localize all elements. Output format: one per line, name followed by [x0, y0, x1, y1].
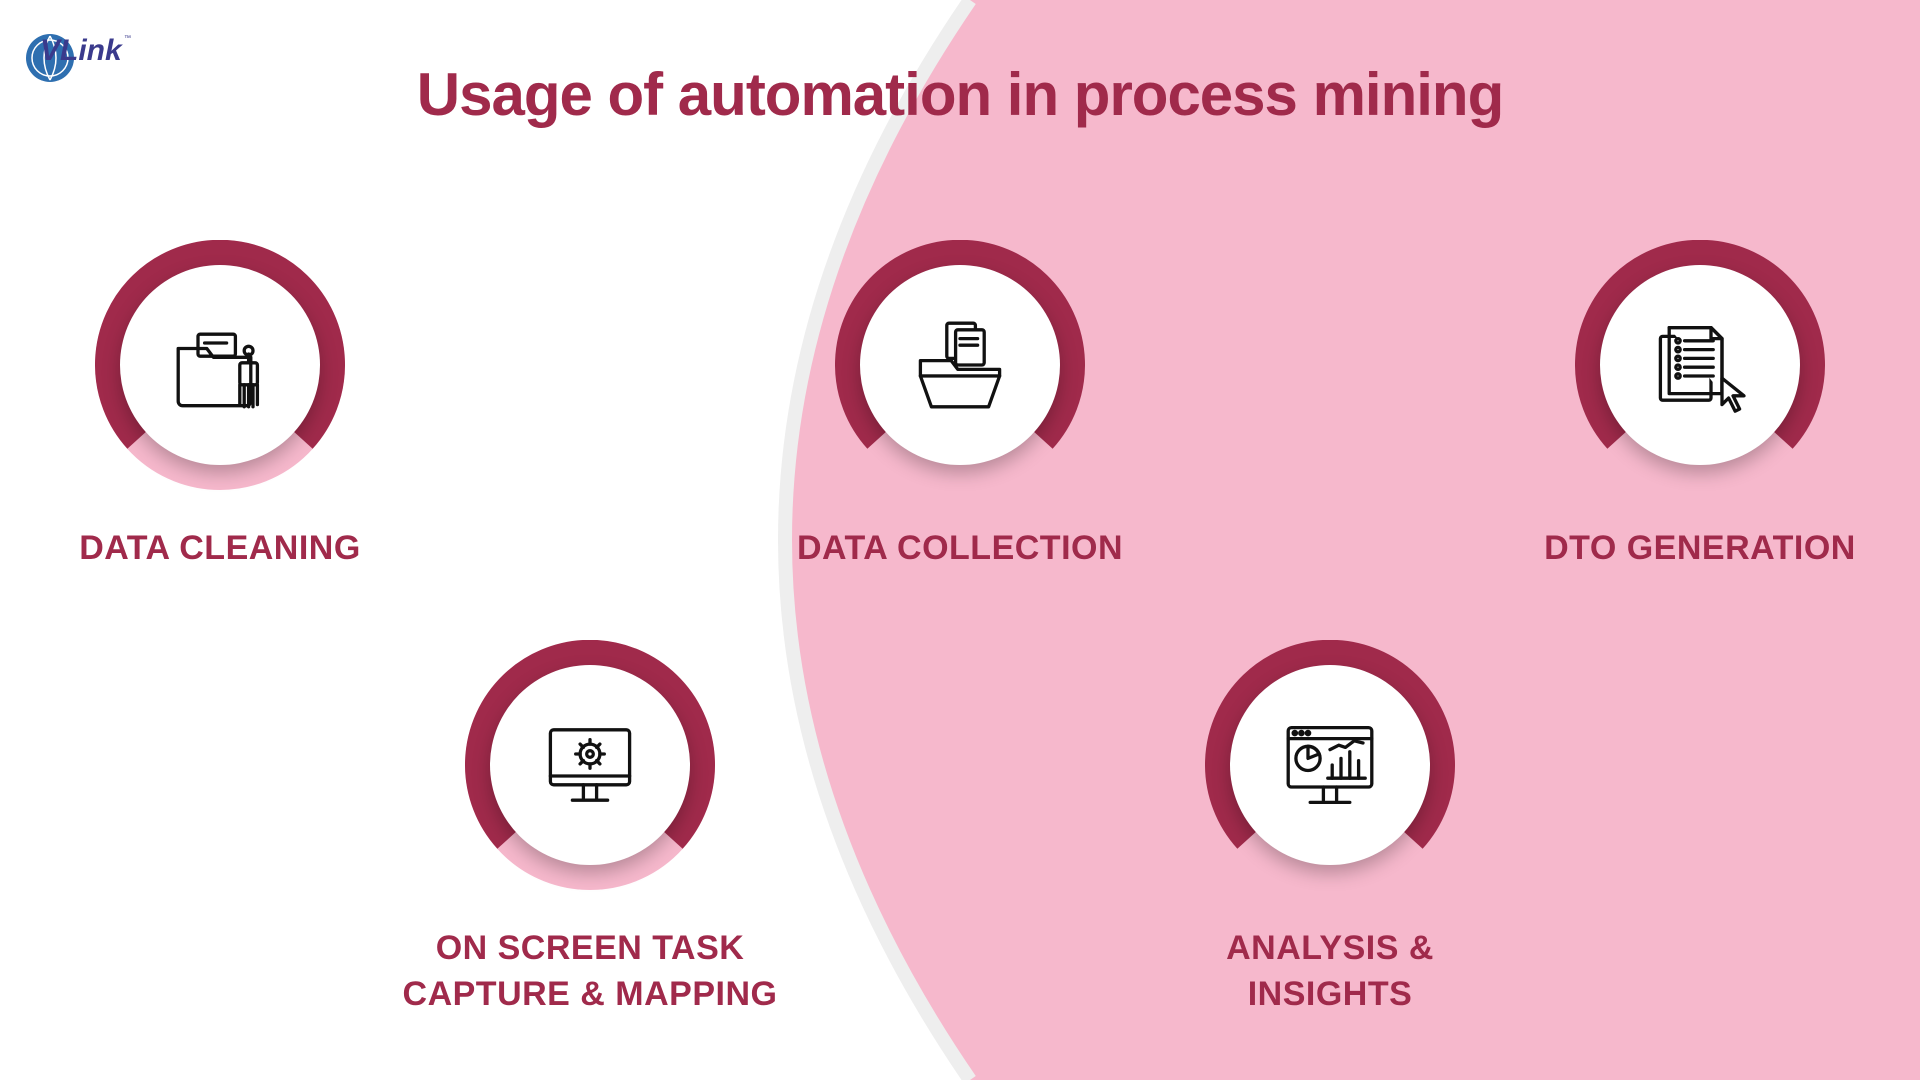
doc-stack-cursor-icon: [1645, 310, 1755, 420]
monitor-cog-icon: [535, 710, 645, 820]
monitor-chart-icon: [1275, 710, 1385, 820]
item-label: DTO GENERATION: [1544, 526, 1856, 572]
item-label: DATA COLLECTION: [797, 526, 1123, 572]
open-folder-docs-icon: [905, 310, 1015, 420]
page-title: Usage of automation in process mining: [0, 60, 1920, 129]
item-analysis-insights: ANALYSIS & INSIGHTS: [1130, 640, 1530, 1018]
row-bottom: ON SCREEN TASK CAPTURE & MAPPING: [0, 640, 1920, 1018]
item-label: DATA CLEANING: [79, 526, 361, 572]
item-label: ON SCREEN TASK CAPTURE & MAPPING: [403, 926, 778, 1018]
item-data-collection: DATA COLLECTION: [760, 240, 1160, 572]
item-dto-generation: DTO GENERATION: [1500, 240, 1900, 572]
item-onscreen-task: ON SCREEN TASK CAPTURE & MAPPING: [390, 640, 790, 1018]
folder-brush-icon: [165, 310, 275, 420]
item-data-cleaning: DATA CLEANING: [20, 240, 420, 572]
svg-text:™: ™: [124, 35, 131, 42]
row-top: DATA CLEANING: [0, 240, 1920, 572]
item-label: ANALYSIS & INSIGHTS: [1226, 926, 1434, 1018]
